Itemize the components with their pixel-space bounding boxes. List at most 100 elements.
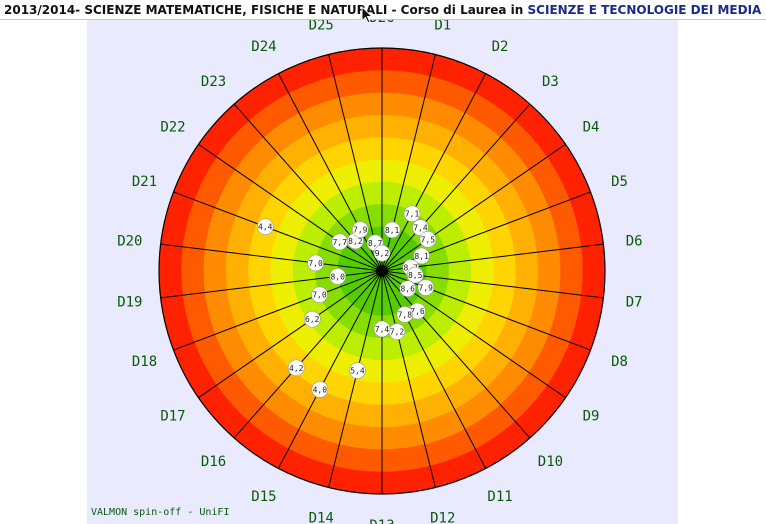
data-point-D20[interactable]: 7,0 (307, 254, 324, 272)
radial-chart: D1 D2 D3 D4 D5 D6 D7 D8 D9 D10 D11 D12 D13 D14 D15 D16 D… (117, 20, 643, 524)
data-point-marker (413, 247, 430, 265)
category-label-D11: D11 (487, 489, 512, 505)
spoke-D10 (381, 270, 531, 439)
category-label-D21: D21 (132, 174, 157, 190)
spoke-D3 (381, 103, 531, 272)
category-label-D25: D25 (309, 20, 334, 33)
mouse-cursor-icon (361, 6, 373, 24)
data-point-value: 7,9 (419, 284, 434, 293)
data-point-D2[interactable]: 7,1 (403, 205, 421, 223)
data-point-marker (396, 306, 414, 323)
data-point-value: 8,6 (400, 285, 415, 294)
data-point-value: 7,4 (375, 325, 390, 334)
data-point-marker (303, 310, 321, 328)
category-label-D10: D10 (538, 454, 563, 470)
chart-panel: D1 D2 D3 D4 D5 D6 D7 D8 D9 D10 D11 D12 D13 D14 D15 D16 D… (87, 20, 678, 524)
data-point-marker (287, 359, 305, 377)
spoke-D14 (328, 270, 383, 488)
spoke-D17 (198, 270, 383, 399)
data-point-D22[interactable]: 7,7 (331, 233, 349, 251)
data-point-value: 9,2 (375, 249, 390, 258)
category-label-D18: D18 (132, 354, 157, 370)
category-label-D17: D17 (160, 408, 185, 424)
category-label-D16: D16 (201, 454, 226, 470)
category-label-D8: D8 (611, 354, 628, 370)
data-point-value: 8,2 (348, 237, 363, 246)
data-point-D11[interactable]: 7,8 (396, 306, 414, 323)
spoke-D24 (277, 73, 383, 272)
data-point-value: 7,0 (308, 259, 323, 268)
window-title: 2013/2014- SCIENZE MATEMATICHE, FISICHE … (0, 0, 766, 20)
data-point-D21[interactable]: 4,4 (256, 218, 274, 236)
data-point-marker (419, 231, 437, 248)
spoke-D15 (277, 270, 383, 469)
data-point-D13[interactable]: 7,4 (373, 320, 391, 338)
data-point-value: 4,0 (313, 385, 328, 394)
data-point-value: 7,7 (333, 238, 348, 247)
data-point-marker (256, 218, 274, 236)
data-point-marker (307, 254, 324, 272)
category-label-D1: D1 (434, 20, 451, 33)
data-point-marker (406, 266, 424, 284)
spoke-D18 (173, 270, 383, 351)
data-point-value: 8,1 (385, 226, 400, 235)
data-point-D18[interactable]: 7,0 (311, 286, 328, 304)
data-point-D14[interactable]: 5,4 (349, 362, 366, 379)
category-label-D24: D24 (251, 39, 276, 55)
spoke-D21 (173, 191, 383, 272)
center-hub (376, 265, 388, 277)
spoke-D22 (198, 143, 383, 272)
data-point-D16[interactable]: 4,2 (287, 359, 305, 377)
data-point-D7[interactable]: 8,5 (406, 266, 424, 284)
spoke-D16 (233, 270, 383, 439)
data-point-D3[interactable]: 7,4 (412, 219, 429, 236)
data-point-marker (311, 286, 328, 304)
footer-credit: VALMON spin-off - UniFI (91, 507, 230, 518)
data-point-value: 7,4 (413, 224, 428, 233)
category-label-D4: D4 (583, 120, 600, 136)
data-point-value: 8,1 (414, 252, 429, 261)
data-point-D19[interactable]: 8,0 (329, 268, 347, 285)
spoke-D20 (160, 243, 383, 272)
data-point-D8[interactable]: 7,9 (417, 279, 435, 296)
data-point-value: 8,5 (408, 271, 423, 280)
category-label-D26: D26 (369, 20, 394, 26)
data-point-value: 7,6 (410, 307, 425, 316)
data-point-value: 7,0 (312, 291, 327, 300)
data-point-marker (383, 221, 401, 239)
data-point-marker (329, 268, 347, 285)
title-text: 2013/2014- SCIENZE MATEMATICHE, FISICHE … (4, 3, 528, 17)
data-point-D4[interactable]: 7,5 (419, 231, 437, 248)
data-point-D24[interactable]: 7,9 (351, 221, 369, 238)
category-label-D22: D22 (160, 120, 185, 136)
data-point-marker (417, 279, 435, 296)
category-label-D3: D3 (542, 74, 559, 90)
category-label-D15: D15 (251, 489, 276, 505)
data-point-marker (412, 219, 429, 236)
category-label-D20: D20 (117, 233, 142, 249)
category-label-D9: D9 (583, 408, 600, 424)
category-label-D13: D13 (369, 518, 394, 524)
data-point-marker (373, 244, 391, 262)
category-label-D12: D12 (430, 511, 455, 524)
data-point-D5[interactable]: 8,1 (413, 247, 430, 265)
data-point-value: 7,2 (390, 328, 405, 337)
category-label-D23: D23 (201, 74, 226, 90)
data-point-value: 7,8 (398, 310, 413, 319)
data-point-value: 4,4 (258, 223, 273, 232)
data-point-marker (349, 362, 366, 379)
degree-course-link[interactable]: SCIENZE E TECNOLOGIE DEI MEDIA (H12) (527, 3, 766, 17)
data-point-marker (351, 221, 369, 238)
data-point-D26[interactable]: 9,2 (373, 244, 391, 262)
data-point-D9[interactable]: 8,6 (399, 280, 416, 298)
data-point-D1[interactable]: 8,1 (383, 221, 401, 239)
data-point-D17[interactable]: 6,2 (303, 310, 321, 328)
data-point-value: 6,2 (305, 315, 320, 324)
data-point-marker (399, 280, 416, 298)
data-point-marker (311, 381, 329, 398)
category-label-D14: D14 (309, 511, 334, 524)
category-label-D6: D6 (626, 233, 643, 249)
category-label-D7: D7 (626, 295, 643, 311)
data-point-D15[interactable]: 4,0 (311, 381, 329, 398)
data-point-D12[interactable]: 7,2 (388, 323, 406, 340)
